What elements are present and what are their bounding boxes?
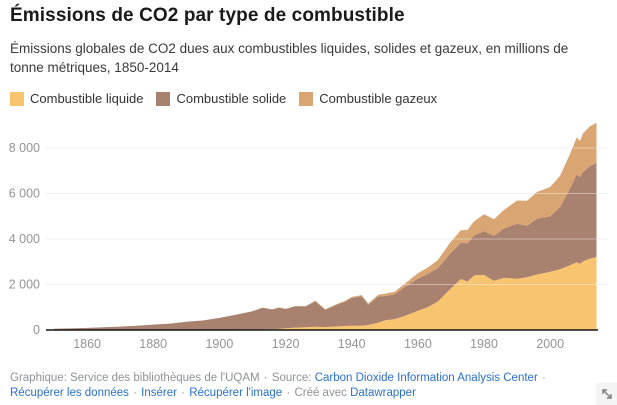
legend: Combustible liquide Combustible solide C… xyxy=(10,91,450,106)
footer: Graphique: Service des bibliothèques de … xyxy=(10,371,594,400)
legend-swatch-liquide xyxy=(10,91,24,106)
chart-subtitle: Émissions globales de CO2 dues aux combu… xyxy=(10,41,569,75)
legend-label-solide: Combustible solide xyxy=(176,91,287,106)
footer-link[interactable]: Récupérer les données xyxy=(10,386,129,399)
footer-separator: · xyxy=(181,386,186,399)
x-tick-label: 1880 xyxy=(139,337,167,351)
footer-text: Graphique: Service des bibliothèques de … xyxy=(10,372,260,384)
x-tick-label: 1900 xyxy=(205,337,233,351)
area-series-0 xyxy=(54,257,597,330)
y-tick-label: 0 xyxy=(33,323,40,337)
chart-title: Émissions de CO2 par type de combustible xyxy=(10,5,405,26)
x-tick-label: 1960 xyxy=(404,337,432,351)
footer-separator: · xyxy=(263,372,268,384)
area-series-1 xyxy=(54,163,597,330)
x-tick-label: 1940 xyxy=(338,337,366,351)
x-tick-label: 1860 xyxy=(73,337,101,351)
legend-label-gazeux: Combustible gazeux xyxy=(319,91,438,106)
footer-separator: · xyxy=(133,386,137,399)
footer-link[interactable]: Insérer xyxy=(141,386,177,399)
y-tick-label: 6 000 xyxy=(9,187,40,201)
footer-link[interactable]: Récupérer l'image xyxy=(189,386,283,399)
legend-item-solide: Combustible solide xyxy=(156,91,286,106)
legend-item-gazeux: Combustible gazeux xyxy=(299,91,437,106)
y-tick-label: 8 000 xyxy=(9,141,40,155)
x-tick-label: 1980 xyxy=(470,337,498,351)
legend-swatch-solide xyxy=(156,91,171,106)
resize-handle[interactable] xyxy=(596,383,617,405)
footer-link[interactable]: Datawrapper xyxy=(350,386,416,399)
x-tick-label: 2000 xyxy=(536,337,564,351)
resize-icon xyxy=(601,389,612,399)
y-tick-label: 4 000 xyxy=(9,232,40,246)
legend-label-liquide: Combustible liquide xyxy=(30,91,144,106)
area-series-2 xyxy=(54,122,597,329)
legend-swatch-gazeux xyxy=(299,91,314,106)
legend-item-liquide: Combustible liquide xyxy=(10,91,143,106)
y-tick-label: 2 000 xyxy=(9,278,40,292)
x-tick-label: 1920 xyxy=(272,337,300,351)
footer-link[interactable]: Carbon Dioxide Information Analysis Cent… xyxy=(314,372,538,384)
footer-separator: · xyxy=(286,386,291,399)
footer-separator: · xyxy=(541,372,546,384)
footer-text: Source: xyxy=(271,372,312,384)
footer-text: Créé avec xyxy=(294,386,347,399)
